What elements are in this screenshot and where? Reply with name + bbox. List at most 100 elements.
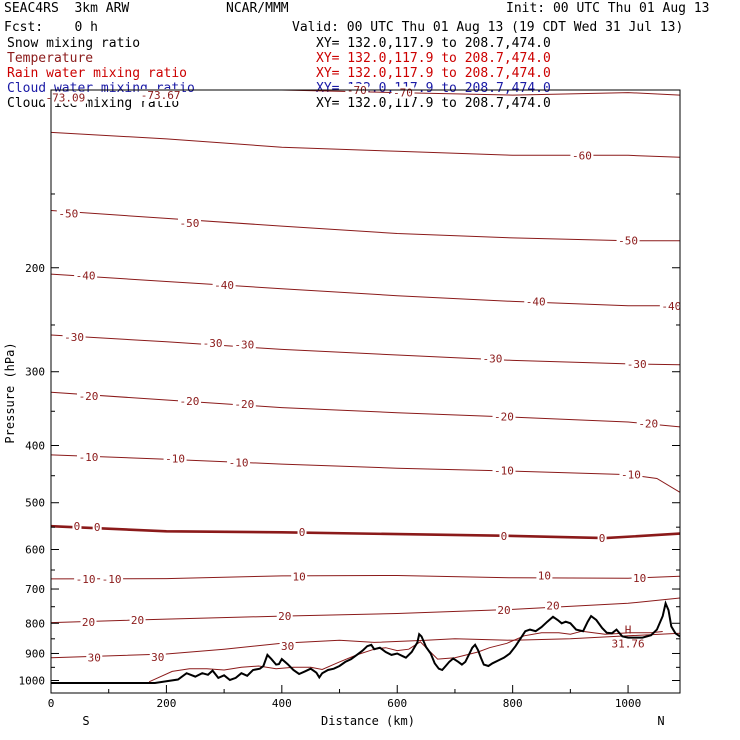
isotherm-label: -70 [393, 87, 413, 100]
isotherm-label: -60 [572, 149, 592, 162]
isotherm-label-bg [77, 390, 101, 403]
x-tick-label: 200 [156, 697, 176, 710]
y-tick-label: 700 [25, 583, 45, 596]
isotherm-label-bg [492, 410, 516, 423]
isotherm-label-bg [56, 207, 80, 220]
high-marker: H [625, 624, 632, 637]
isotherm-label-bg [129, 614, 146, 627]
x-tick-label: 600 [387, 697, 407, 710]
extreme-label: -73.67 [141, 89, 181, 102]
isotherm-label: -30 [234, 339, 254, 352]
isotherm-label: -20 [234, 398, 254, 411]
isotherm-label: 0 [74, 520, 81, 533]
isotherm-label: -10 [494, 465, 514, 478]
isotherm-label: 30 [88, 652, 101, 665]
north-label: N [657, 714, 664, 728]
center-title: NCAR/MMM [226, 1, 289, 16]
isotherm-label-bg [619, 468, 643, 481]
isotherm-label: 0 [599, 532, 606, 545]
y-axis-title: Pressure (hPa) [3, 342, 17, 443]
isotherm-label: -10 [165, 453, 185, 466]
isotherm-label: -30 [483, 353, 503, 366]
isotherm-label: 30 [281, 640, 294, 653]
terrain-line [51, 600, 680, 684]
isotherm-label-bg [616, 234, 640, 247]
extreme-label-bg [138, 89, 183, 102]
legend-xy: XY= 132.0,117.9 to 208.7,474.0 [316, 66, 551, 81]
x-tick-label: 0 [48, 697, 55, 710]
terrain-profile [51, 600, 680, 684]
isotherm-label-bg [74, 572, 98, 585]
isotherm-label-bg [149, 650, 166, 663]
isotherm-label-bg [631, 571, 648, 584]
y-tick-label: 500 [25, 497, 45, 510]
y-tick-label: 900 [25, 647, 45, 660]
isotherm-label: 10 [293, 570, 306, 583]
x-tick-label: 1000 [615, 697, 642, 710]
isotherm-label-bg [659, 299, 683, 312]
isotherm-label-bg [74, 269, 98, 282]
y-tick-label: 400 [25, 440, 45, 453]
isotherm-label-bg [291, 570, 308, 583]
isotherm-line [51, 454, 680, 493]
isotherm-line [51, 574, 680, 580]
valid-time: Valid: 00 UTC Thu 01 Aug 13 (19 CDT Wed … [292, 20, 684, 35]
isotherm-label: -20 [494, 410, 514, 423]
legend-xy: XY= 132.0,117.9 to 208.7,474.0 [316, 51, 551, 66]
isotherm-label-bg [77, 450, 101, 463]
plot-frame [50, 89, 681, 694]
x-tick-label: 400 [272, 697, 292, 710]
isotherm-label: 20 [497, 604, 510, 617]
isotherm-label: -50 [180, 217, 200, 230]
south-label: S [82, 714, 89, 728]
y-tick-label: 300 [25, 366, 45, 379]
isotherm-label: -10 [79, 451, 99, 464]
isotherm-label-bg [279, 640, 296, 653]
isotherm-label: 20 [278, 610, 291, 623]
isotherm-label-bg [201, 336, 225, 349]
isotherm-label-bg [177, 217, 201, 230]
isotherm-label: 30 [151, 651, 164, 664]
legend-label: Temperature [7, 51, 94, 66]
isotherm-label: -20 [180, 395, 200, 408]
high-value: 31.76 [612, 638, 645, 651]
isotherm-label: -10 [229, 456, 249, 469]
isotherm-label-bg [62, 331, 86, 344]
isotherm-label-bg [86, 651, 103, 664]
isotherm-label: 20 [546, 600, 559, 613]
isotherm-lines [51, 90, 680, 683]
legend-xy: XY= 132.0,117.9 to 208.7,474.0 [316, 96, 551, 111]
isotherm-label: -10 [621, 469, 641, 482]
isotherm-labels: -70 -70-60-50-50-50-40-40-40 -40-30 -30 -30-… [43, 84, 683, 665]
isotherm-label-bg [545, 599, 562, 612]
isotherm-label: -30 [64, 331, 84, 344]
isotherm-label-bg [597, 532, 607, 545]
isotherm-label: 0 [501, 530, 508, 543]
isotherm-label: -40 [214, 279, 234, 292]
isotherm-label: -30 [627, 358, 647, 371]
legend-label: Snow mixing ratio [7, 36, 141, 51]
isotherm-line [51, 273, 680, 307]
isotherm-label-bg [232, 397, 256, 410]
isotherm-label: -50 [618, 235, 638, 248]
isotherm-label-bg [570, 149, 594, 162]
forecast-hour: Fcst: 0 h [4, 20, 98, 35]
isotherm-label: -30 [203, 337, 223, 350]
extreme-label-bg [43, 91, 88, 104]
isotherm-label: 10 [538, 569, 551, 582]
isotherm-line [51, 597, 680, 624]
isotherm-label-bg [276, 609, 293, 622]
isotherm-label-bg [492, 464, 516, 477]
isotherm-line [51, 632, 680, 659]
init-time: Init: 00 UTC Thu 01 Aug 13 [506, 1, 710, 16]
isotherm-label: 20 [82, 616, 95, 629]
isotherm-label-bg [524, 295, 548, 308]
isotherm-label: -40 [526, 295, 546, 308]
isotherm-label-bg [212, 279, 236, 292]
isotherm-label: -20 [79, 390, 99, 403]
isotherm-line [51, 334, 680, 366]
isotherm-label: -40 [661, 300, 681, 313]
isotherm-label-bg [636, 417, 660, 430]
isotherm-label-bg [80, 615, 97, 628]
